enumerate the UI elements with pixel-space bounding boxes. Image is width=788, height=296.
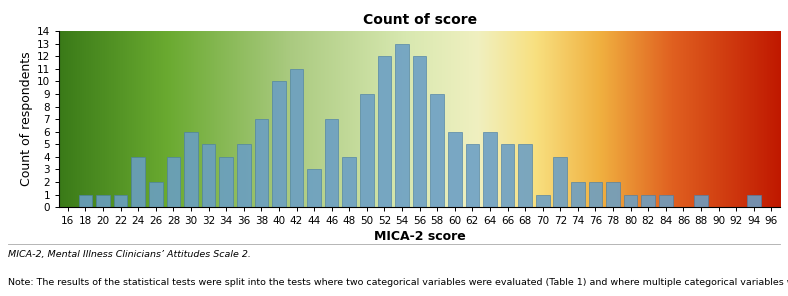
Bar (202, 144, 215, 207)
Bar (272, 81, 286, 207)
Bar (606, 182, 620, 207)
Text: MICA-2, Mental Illness Clinicians’ Attitudes Scale 2.: MICA-2, Mental Illness Clinicians’ Attit… (8, 250, 251, 259)
Bar (79, 195, 92, 207)
Bar (290, 69, 303, 207)
Bar (413, 56, 426, 207)
Bar (96, 195, 110, 207)
Bar (132, 157, 145, 207)
Bar (536, 195, 549, 207)
Bar (589, 182, 602, 207)
Bar (149, 182, 162, 207)
Bar (325, 119, 339, 207)
Bar (360, 94, 374, 207)
Bar (430, 94, 444, 207)
Bar (343, 157, 356, 207)
Bar (396, 44, 409, 207)
Title: Count of score: Count of score (362, 13, 477, 27)
Bar (500, 144, 515, 207)
Bar (113, 195, 128, 207)
Bar (219, 157, 233, 207)
Bar (659, 195, 673, 207)
Bar (377, 56, 392, 207)
Bar (483, 132, 496, 207)
Bar (184, 132, 198, 207)
Bar (237, 144, 251, 207)
Bar (747, 195, 760, 207)
Bar (624, 195, 637, 207)
Bar (694, 195, 708, 207)
Bar (448, 132, 462, 207)
Bar (255, 119, 268, 207)
Bar (519, 144, 532, 207)
Bar (166, 157, 180, 207)
Bar (553, 157, 567, 207)
Bar (641, 195, 655, 207)
Bar (307, 169, 321, 207)
X-axis label: MICA-2 score: MICA-2 score (374, 230, 466, 243)
Y-axis label: Count of respondents: Count of respondents (20, 52, 32, 186)
Bar (571, 182, 585, 207)
Text: Note: The results of the statistical tests were split into the tests where two c: Note: The results of the statistical tes… (8, 278, 788, 287)
Bar (466, 144, 479, 207)
